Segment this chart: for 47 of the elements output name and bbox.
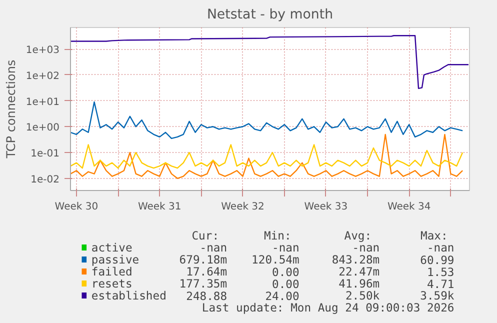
y-tick-label: 1e+03 bbox=[26, 45, 60, 56]
x-tick-label: Week 33 bbox=[304, 202, 348, 212]
text: 0.00 bbox=[272, 277, 300, 291]
y-axis-title: TCP connections bbox=[4, 60, 18, 160]
text: 679.18m bbox=[179, 252, 228, 266]
text: 120.54m bbox=[252, 252, 300, 266]
text: 177.35m bbox=[179, 276, 228, 290]
text: -nan bbox=[426, 240, 454, 254]
y-tick-label: 1e+00 bbox=[26, 122, 60, 134]
legend-label: passive bbox=[91, 252, 140, 266]
line-series bbox=[70, 35, 470, 90]
text: 22.47m bbox=[338, 264, 380, 278]
text: 0.00 bbox=[272, 265, 300, 279]
text: -nan bbox=[272, 240, 300, 254]
text: 4.71 bbox=[426, 277, 454, 291]
text: Max: bbox=[420, 228, 448, 242]
x-tick-label: Week 32 bbox=[221, 202, 264, 212]
text: 3.59k bbox=[420, 288, 454, 302]
y-tick-label: 1e-02 bbox=[30, 174, 60, 186]
line-series bbox=[70, 101, 464, 140]
text: Cur: bbox=[192, 228, 220, 242]
text: 843.28m bbox=[332, 252, 380, 266]
text: Last update: Mon Aug 24 09:00:03 2026 bbox=[202, 300, 454, 314]
line-series bbox=[70, 144, 464, 169]
legend-label: active bbox=[91, 240, 132, 254]
y-tick-label: 1e+02 bbox=[26, 70, 60, 82]
text: 41.96m bbox=[338, 276, 380, 290]
text: 2.50k bbox=[345, 288, 380, 302]
text: Avg: bbox=[344, 228, 372, 242]
legend-label: failed bbox=[91, 264, 132, 278]
legend-label: resets bbox=[91, 276, 132, 290]
x-tick-label: Week 34 bbox=[387, 202, 431, 212]
x-tick-label: Week 30 bbox=[54, 202, 98, 212]
text: 24.00 bbox=[265, 289, 300, 303]
line-series bbox=[70, 134, 464, 179]
text: 1.53 bbox=[426, 265, 454, 279]
text: 17.64m bbox=[186, 264, 228, 278]
text: -nan bbox=[200, 240, 228, 254]
y-tick-label: 1e+01 bbox=[26, 96, 60, 108]
x-tick-label: Week 31 bbox=[138, 202, 182, 212]
text: -nan bbox=[352, 240, 380, 254]
text: Min: bbox=[264, 228, 292, 242]
y-tick-label: 1e-01 bbox=[30, 148, 60, 160]
chart-title: Netstat - by month bbox=[206, 8, 334, 22]
text: 248.88 bbox=[186, 289, 228, 303]
legend-label: established bbox=[91, 288, 166, 302]
text: 60.99 bbox=[420, 253, 454, 267]
